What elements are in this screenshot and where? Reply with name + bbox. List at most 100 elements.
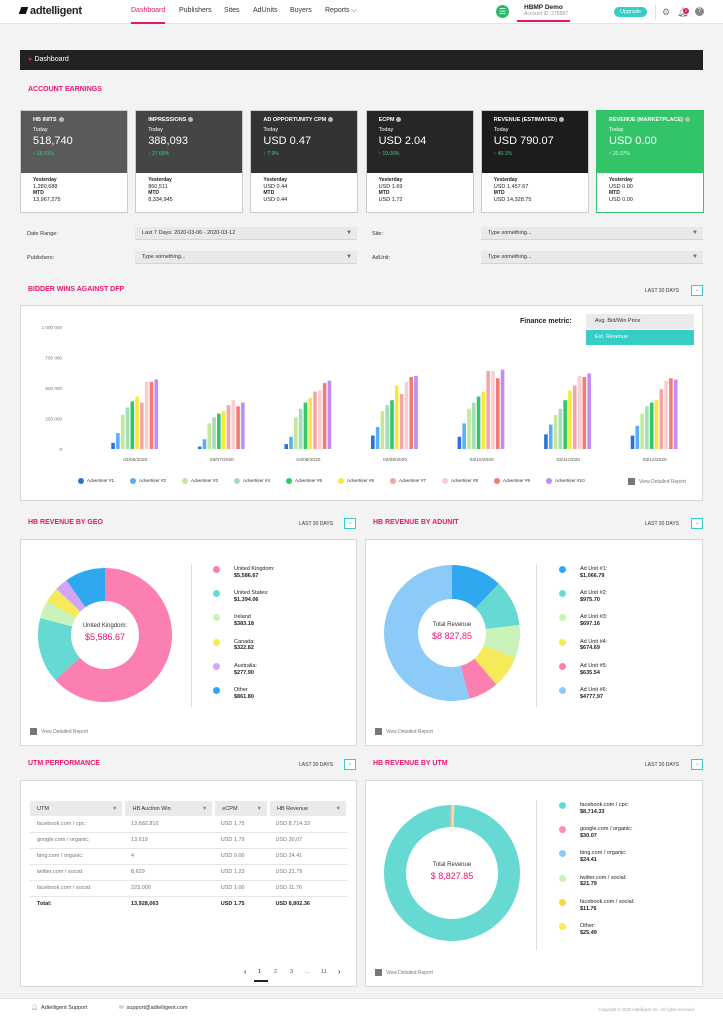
legend-item[interactable]: Ad Unit #4: $674.69: [559, 638, 607, 653]
bar[interactable]: [375, 427, 380, 449]
donut-slice[interactable]: [451, 805, 453, 828]
legend-item[interactable]: Ad Unit #5: $635.54: [559, 662, 607, 677]
bar[interactable]: [135, 396, 139, 449]
bar[interactable]: [313, 391, 317, 449]
legend-item[interactable]: bing.com / organic: $24.41: [559, 850, 626, 864]
bar[interactable]: [380, 411, 385, 449]
bar[interactable]: [298, 408, 303, 449]
bar[interactable]: [294, 417, 298, 449]
donut-slice[interactable]: [56, 580, 86, 612]
legend-item[interactable]: Advertiser #4: [234, 478, 270, 484]
bar[interactable]: [308, 397, 313, 449]
table-row[interactable]: bing.com / organic: 4 USD 0.00 USD 24.41: [30, 848, 348, 865]
bar[interactable]: [120, 414, 125, 449]
gear-icon[interactable]: ⚙: [662, 7, 671, 17]
bar[interactable]: [111, 442, 115, 449]
bar[interactable]: [572, 385, 577, 449]
nav-sites[interactable]: Sites: [224, 7, 240, 14]
donut-slice[interactable]: [460, 658, 497, 699]
page-number[interactable]: ...: [305, 969, 310, 975]
earnings-card[interactable]: HB INITS Today 518,740 ↑ 16.51% Yesterday 1,2…: [20, 110, 128, 213]
legend-item[interactable]: Advertiser #8: [442, 478, 478, 484]
legend-item[interactable]: Advertiser #6: [338, 478, 374, 484]
bar[interactable]: [371, 435, 375, 449]
bar[interactable]: [116, 433, 120, 449]
earnings-card[interactable]: ECPM Today USD 2.04 ↑ 19.06% Yesterday USD 1.…: [365, 110, 474, 213]
bar[interactable]: [544, 434, 548, 449]
info-icon[interactable]: [558, 117, 564, 123]
bar[interactable]: [144, 381, 149, 449]
earnings-card[interactable]: REVENUE (MARKETPLACE) Today USD 0.00 ↑ 20.0…: [596, 110, 704, 213]
bar[interactable]: [563, 400, 567, 449]
bar[interactable]: [125, 407, 130, 449]
info-icon[interactable]: [58, 117, 64, 123]
bar[interactable]: [399, 394, 404, 449]
table-row[interactable]: facebook.com / cpc: 13,682,810 USD 1.75 USD…: [30, 816, 348, 833]
nav-buyers[interactable]: Buyers: [290, 7, 312, 14]
bar[interactable]: [669, 378, 673, 449]
prev-page-icon[interactable]: ‹: [244, 967, 247, 976]
legend-item[interactable]: Advertiser #5: [286, 478, 322, 484]
bar[interactable]: [640, 413, 644, 449]
bar[interactable]: [548, 424, 553, 449]
bar[interactable]: [202, 439, 207, 449]
info-icon[interactable]: [684, 117, 690, 123]
bar[interactable]: [226, 405, 231, 449]
earnings-card[interactable]: IMPRESSIONS Today 388,093 ↑ 27.69% Yesterday…: [135, 110, 244, 213]
donut-slice[interactable]: [452, 805, 454, 828]
publishers-input[interactable]: Type something... ▼: [135, 251, 357, 264]
bar[interactable]: [154, 379, 159, 449]
bar[interactable]: [500, 369, 505, 449]
column-header[interactable]: UTM ▼: [30, 801, 126, 816]
legend-item[interactable]: Other $861.80: [213, 687, 254, 701]
finance-option-est-revenue[interactable]: Est. Revenue: [586, 330, 694, 345]
account-switcher[interactable]: HBMP Demo Account ID: 278587: [524, 4, 568, 17]
nav-dashboard[interactable]: Dashboard: [131, 7, 166, 24]
legend-item[interactable]: Ad Unit #1: $1,066.79: [559, 566, 607, 580]
legend-item[interactable]: twitter.com / social: $21.79: [559, 874, 626, 889]
bar[interactable]: [568, 390, 572, 449]
donut-slice[interactable]: [452, 805, 455, 828]
bar[interactable]: [130, 401, 135, 449]
range-dropdown-button[interactable]: ⌄: [344, 759, 356, 770]
legend-item[interactable]: Ireland $383.18: [213, 614, 254, 628]
upgrade-button[interactable]: Upgrade: [614, 7, 647, 17]
bar[interactable]: [404, 381, 409, 449]
legend-item[interactable]: Canada: $322.82: [213, 638, 255, 653]
bar[interactable]: [486, 370, 490, 449]
range-dropdown-button[interactable]: ⌄: [344, 518, 356, 529]
bar[interactable]: [553, 414, 558, 449]
help-icon[interactable]: ?: [695, 7, 704, 16]
donut-slice[interactable]: [40, 601, 76, 627]
bar[interactable]: [649, 402, 654, 449]
page-number[interactable]: 3: [290, 969, 294, 975]
next-page-icon[interactable]: ›: [338, 967, 341, 976]
bar[interactable]: [303, 402, 308, 449]
bar[interactable]: [587, 373, 591, 449]
email-link[interactable]: ✉ support@adtelligent.com: [119, 1005, 188, 1011]
view-report-link[interactable]: View Detailed Report: [375, 969, 433, 976]
legend-item[interactable]: facebook.com / cpc: $8,714.33: [559, 802, 629, 816]
donut-slice[interactable]: [66, 568, 105, 608]
bar[interactable]: [284, 444, 289, 449]
legend-item[interactable]: Advertiser #9: [494, 478, 530, 484]
bar[interactable]: [673, 379, 678, 449]
table-row[interactable]: facebook.com / social: 223,000 USD 1.00 USD…: [30, 880, 348, 897]
adunit-input[interactable]: Type something... ▼: [481, 251, 703, 264]
bar[interactable]: [659, 389, 664, 449]
view-report-link[interactable]: View Detailed Report: [30, 728, 88, 735]
bar[interactable]: [491, 370, 495, 449]
page-number[interactable]: 2: [274, 969, 278, 975]
donut-slice[interactable]: [483, 625, 520, 659]
donut-slice[interactable]: [475, 583, 520, 630]
donut-slice[interactable]: [47, 588, 81, 618]
legend-item[interactable]: google.com / organic: $30.07: [559, 826, 633, 840]
donut-slice[interactable]: [474, 645, 516, 685]
donut-slice[interactable]: [448, 805, 451, 828]
bar[interactable]: [558, 408, 563, 449]
bar[interactable]: [664, 380, 668, 449]
donut-slice[interactable]: [383, 565, 470, 701]
bar[interactable]: [471, 402, 476, 449]
donut-slice[interactable]: [55, 568, 172, 702]
legend-item[interactable]: United Kingdom: $5,586.67: [213, 566, 275, 580]
